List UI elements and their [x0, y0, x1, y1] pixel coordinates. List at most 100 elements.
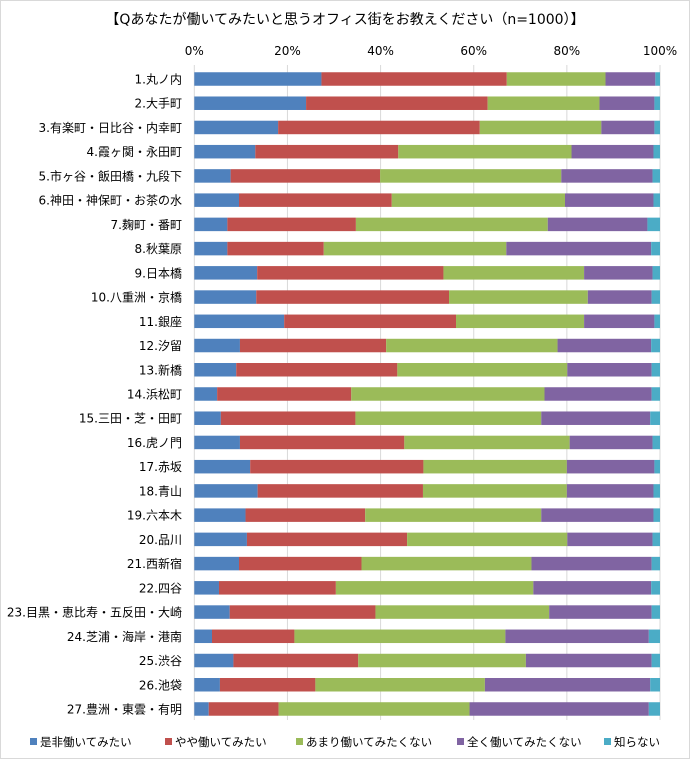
chart-title: 【Qあなたが働いてみたいと思うオフィス街をお教えください（n=1000）】 [105, 12, 584, 28]
bar-segment [651, 556, 660, 571]
bar-segment [650, 678, 660, 692]
bar-segment [375, 605, 550, 619]
bar-segment [306, 96, 488, 110]
bar-segment [194, 387, 218, 401]
bar-segment [194, 581, 219, 595]
bar-segment [566, 459, 655, 474]
category-label: 6.神田・神保町・お茶の水 [39, 193, 182, 208]
category-label: 7.麹町・番町 [111, 217, 182, 232]
bar-segment [449, 290, 588, 304]
bar-segment [549, 605, 652, 619]
bar-segment [653, 193, 660, 207]
bar-segment [654, 120, 660, 135]
bar-segment [422, 484, 567, 498]
bar-segment [194, 120, 279, 135]
x-tick-label: 20% [274, 44, 301, 58]
bar-segment [654, 459, 660, 474]
bar-segment [398, 144, 572, 159]
bar-segment [194, 556, 240, 571]
bar-segment [506, 72, 606, 86]
category-label: 4.霞ヶ関・永田町 [87, 145, 182, 159]
bar-segment [380, 169, 562, 183]
bar-segment [194, 629, 212, 644]
bar-segment [654, 314, 660, 329]
bar-segment [407, 532, 568, 547]
bar-segment [651, 581, 660, 595]
bar-segment [194, 605, 230, 619]
bar-segment [335, 581, 534, 595]
bar-segment [227, 217, 356, 232]
bar-segment [569, 435, 653, 450]
bar-segment [365, 508, 542, 522]
bar-segment [323, 241, 507, 256]
category-label: 15.三田・芝・田町 [79, 411, 182, 426]
bar-segment [599, 96, 655, 110]
bar-segment [194, 508, 246, 522]
bar-segment [404, 435, 570, 450]
bar-segment [386, 338, 558, 353]
bar-segment [423, 459, 567, 474]
bar-segment [506, 241, 652, 256]
bar-segment [443, 266, 585, 280]
category-label: 2.大手町 [135, 97, 182, 111]
bar-segment [544, 387, 652, 401]
legend-swatch [604, 738, 611, 745]
category-label: 9.日本橋 [135, 266, 182, 280]
category-label: 1.丸ノ内 [135, 73, 182, 87]
category-label: 14.浜松町 [127, 387, 182, 401]
bar-segment [547, 217, 648, 232]
bar-segment [194, 169, 231, 183]
bar-segment [239, 435, 405, 450]
x-tick-label: 0% [185, 44, 204, 58]
bar-segment [233, 653, 359, 668]
bar-segment [361, 556, 532, 571]
category-label: 25.渋谷 [139, 654, 182, 668]
bar-segment [571, 144, 654, 159]
x-tick-label: 60% [460, 44, 487, 58]
bar-segment [227, 241, 324, 256]
bar-segment [653, 508, 660, 522]
bar-segment [648, 629, 660, 644]
bar-segment [652, 532, 660, 547]
bar-segment [391, 193, 565, 207]
bar-segment [652, 435, 660, 450]
category-label: 10.八重洲・京橋 [91, 291, 182, 305]
bar-segment [208, 702, 279, 716]
category-label: 18.青山 [139, 484, 182, 498]
bar-segment [194, 363, 237, 377]
bar-segment [601, 120, 655, 135]
category-label: 24.芝浦・海岸・港南 [67, 629, 182, 644]
bar-segment [651, 363, 660, 377]
bar-segment [194, 459, 251, 474]
category-label: 21.西新宿 [127, 556, 182, 571]
bar-segment [567, 532, 653, 547]
bar-segment [531, 556, 652, 571]
bar-segment [655, 72, 660, 86]
bar-segment [194, 144, 256, 159]
bar-segment [650, 411, 660, 425]
bar-segment [294, 629, 506, 644]
bar-segment [194, 96, 307, 110]
bar-segment [652, 169, 660, 183]
bar-segment [218, 581, 336, 595]
legend-label: やや働いてみたい [175, 735, 267, 749]
bar-segment [469, 702, 649, 716]
bar-segment [525, 653, 652, 668]
bar-segment [236, 363, 398, 377]
category-label: 22.四谷 [139, 581, 182, 595]
legend-swatch [296, 738, 303, 745]
category-label: 19.六本木 [127, 509, 182, 523]
bar-segment [358, 653, 526, 668]
bar-segment [355, 411, 542, 425]
bar-segment [484, 678, 651, 692]
category-label: 13.新橋 [139, 362, 182, 377]
bar-segment [246, 532, 408, 547]
x-axis-ticks: 0% 20% 40% 60% 80% 100% [185, 44, 677, 58]
bar-segment [239, 193, 392, 207]
bar-segment [229, 605, 376, 619]
bar-segment [557, 338, 652, 353]
bar-segment [505, 629, 649, 644]
bar-segment [651, 290, 660, 304]
bar-segment [561, 169, 653, 183]
bar-segment [255, 144, 399, 159]
